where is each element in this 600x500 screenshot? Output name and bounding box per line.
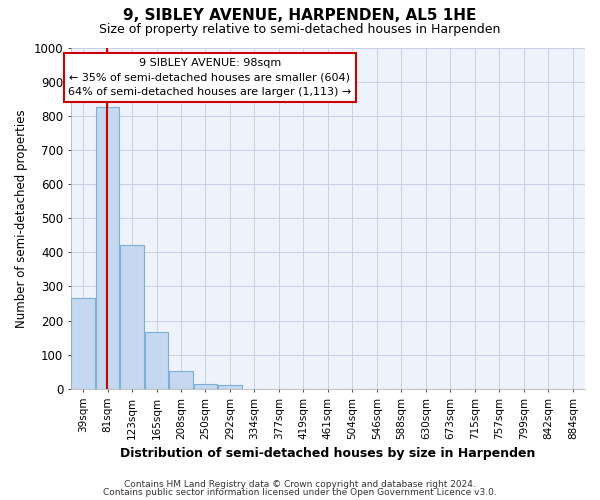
Bar bbox=[218, 386, 242, 389]
Bar bbox=[71, 298, 95, 389]
Bar bbox=[96, 107, 119, 389]
Text: Size of property relative to semi-detached houses in Harpenden: Size of property relative to semi-detach… bbox=[100, 22, 500, 36]
Bar bbox=[169, 371, 193, 389]
Bar bbox=[194, 384, 217, 389]
Text: Contains public sector information licensed under the Open Government Licence v3: Contains public sector information licen… bbox=[103, 488, 497, 497]
Text: Contains HM Land Registry data © Crown copyright and database right 2024.: Contains HM Land Registry data © Crown c… bbox=[124, 480, 476, 489]
X-axis label: Distribution of semi-detached houses by size in Harpenden: Distribution of semi-detached houses by … bbox=[120, 447, 536, 460]
Text: 9, SIBLEY AVENUE, HARPENDEN, AL5 1HE: 9, SIBLEY AVENUE, HARPENDEN, AL5 1HE bbox=[124, 8, 476, 22]
Y-axis label: Number of semi-detached properties: Number of semi-detached properties bbox=[15, 109, 28, 328]
Bar bbox=[145, 332, 168, 389]
Text: 9 SIBLEY AVENUE: 98sqm
← 35% of semi-detached houses are smaller (604)
64% of se: 9 SIBLEY AVENUE: 98sqm ← 35% of semi-det… bbox=[68, 58, 351, 98]
Bar bbox=[121, 245, 143, 389]
